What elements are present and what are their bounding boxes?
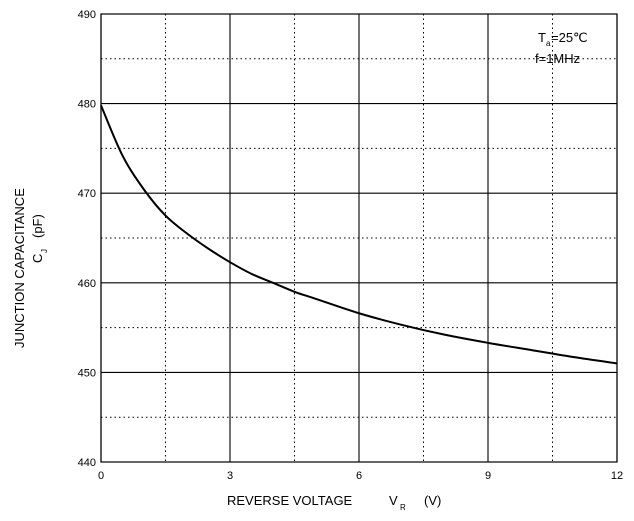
capacitance-curve [100,104,618,365]
x-tick-label: 3 [227,470,233,482]
y-tick-label: 460 [78,278,96,290]
y-tick-label: 470 [78,188,96,200]
x-axis-symbol: V [389,493,398,508]
y-tick-label: 480 [78,99,96,111]
x-tick-labels: 0 3 6 9 12 [98,470,623,482]
x-tick-label: 9 [485,470,491,482]
y-axis-label-line1: JUNCTION CAPACITANCE [12,188,27,348]
y-axis-symbol: C [30,254,45,263]
y-tick-label: 450 [78,367,96,379]
y-tick-labels: 440 450 460 470 480 490 [78,9,96,469]
x-tick-label: 12 [611,470,623,482]
plot-frame [100,13,618,463]
y-axis-subscript: J [40,249,49,253]
annotation-frequency: f=1MHz [535,51,580,66]
x-axis-label: REVERSE VOLTAGE [227,493,353,508]
x-tick-label: 6 [356,470,362,482]
x-axis-subscript: R [400,503,406,512]
x-tick-label: 0 [98,470,104,482]
x-axis-unit: (V) [424,493,441,508]
annotation-temp-value: =25℃ [551,30,588,45]
y-axis-unit: (pF) [30,214,45,238]
y-tick-label: 440 [78,457,96,469]
y-tick-label: 490 [78,9,96,21]
annotation-temp-symbol: T [538,30,546,45]
annotation-temp-subscript: a [546,39,551,48]
